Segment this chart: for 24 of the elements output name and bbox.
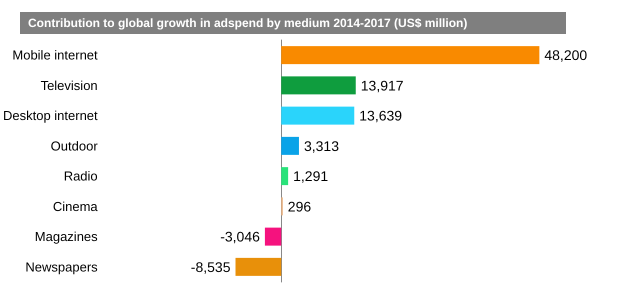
y-tick-label: Newspapers	[25, 259, 98, 274]
data-label: 3,313	[304, 138, 340, 154]
bar	[264, 228, 282, 246]
bar	[281, 167, 288, 186]
bar	[281, 106, 354, 125]
bar	[281, 76, 356, 94]
y-tick-label: Mobile internet	[12, 48, 98, 63]
y-tick-label: Television	[40, 78, 98, 93]
y-tick-label: Desktop internet	[2, 108, 98, 124]
data-label: 1,291	[293, 168, 328, 184]
y-tick-label: Radio	[64, 168, 98, 184]
bar	[236, 258, 282, 276]
chart-title: Contribution to global growth in adspend by medium 2014-2017 (US$ million)	[20, 12, 566, 34]
data-label: 48,200	[544, 47, 588, 64]
y-tick-label: Magazines	[34, 229, 98, 244]
data-label: 13,639	[359, 108, 402, 124]
y-tick-label: Cinema	[52, 198, 98, 214]
data-label: 296	[288, 198, 312, 214]
bar	[281, 136, 299, 155]
data-label: -8,535	[190, 258, 231, 275]
y-tick-label: Outdoor	[50, 138, 98, 154]
data-label: 13,917	[360, 77, 404, 94]
data-label: -3,046	[220, 228, 260, 245]
bar	[281, 46, 540, 64]
